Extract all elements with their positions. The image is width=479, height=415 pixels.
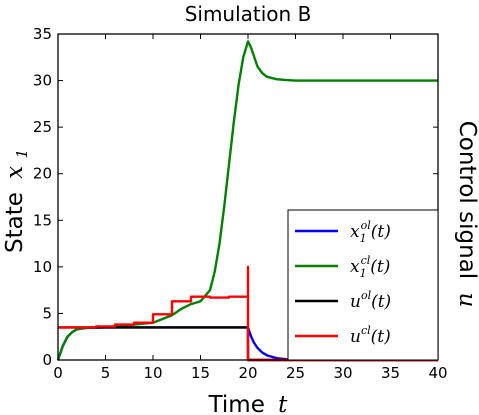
legend-entry: uol(t): [350, 289, 391, 312]
x-tick-label: 25: [286, 364, 305, 382]
chart-title: Simulation B: [185, 2, 312, 26]
legend-entry-base: x: [350, 257, 360, 277]
legend-entry-sub: 1: [360, 232, 367, 245]
legend-entry: x1ol(t): [350, 219, 391, 245]
legend-entry: x1cl(t): [350, 254, 390, 280]
legend-entry-sup: ol: [361, 289, 372, 302]
y2-axis-label-var: u: [454, 292, 479, 307]
y-tick-label: 20: [33, 165, 52, 183]
y-axis-label: State x 1: [2, 149, 31, 253]
svg-text:State x 1: State x 1: [2, 149, 31, 253]
y2-axis-label-text: Control signal: [454, 121, 479, 279]
x-tick-label: 20: [238, 364, 257, 382]
x-axis-label-var: t: [278, 392, 288, 415]
y-tick-label: 35: [33, 25, 52, 43]
plot-frame: [57, 33, 439, 361]
legend-entry-arg: (t): [371, 222, 391, 242]
legend-entry-arg: (t): [370, 257, 390, 277]
svg-text:Control signal u: Control signal u: [454, 121, 479, 308]
y-tick-label: 10: [33, 258, 52, 276]
y2-axis-label: Control signal u: [454, 121, 479, 308]
tick-group: 0 5 10 15 20 25 30 35 40 0 5 10 15 20 25 30 35: [33, 25, 448, 382]
x-tick-label: 40: [428, 364, 447, 382]
y-axis-label-sub: 1: [13, 149, 31, 159]
x-tick-label: 10: [143, 364, 162, 382]
legend: x1ol(t)x1cl(t)uol(t)ucl(t): [287, 209, 439, 361]
legend-entry-sub: 1: [360, 267, 367, 280]
x-tick-label: 15: [191, 364, 210, 382]
legend-entry-arg: (t): [371, 292, 391, 312]
y-tick-label: 30: [33, 72, 52, 90]
legend-entry-sup: cl: [361, 324, 371, 337]
y-axis-label-text: State: [2, 192, 28, 253]
legend-entry-base: x: [350, 222, 360, 242]
x-tick-label: 30: [333, 364, 352, 382]
series-line-u-cl: [58, 265, 438, 362]
y-axis-label-var: x: [2, 166, 28, 179]
legend-entry-arg: (t): [371, 327, 391, 347]
x-tick-label: 0: [53, 364, 63, 382]
x-tick-label: 35: [381, 364, 400, 382]
x-tick-label: 5: [101, 364, 111, 382]
y-tick-label: 25: [33, 118, 52, 136]
legend-entry: ucl(t): [350, 324, 391, 347]
y-tick-label: 0: [42, 351, 52, 369]
x-axis-label: Time t: [208, 392, 289, 415]
y-tick-label: 5: [42, 304, 52, 322]
y-tick-label: 15: [33, 211, 52, 229]
x-axis-label-text: Time: [208, 392, 265, 415]
legend-entry-base: u: [350, 292, 361, 312]
legend-entry-sup: ol: [361, 219, 372, 232]
legend-entry-base: u: [350, 327, 361, 347]
legend-entry-sup: cl: [361, 254, 371, 267]
